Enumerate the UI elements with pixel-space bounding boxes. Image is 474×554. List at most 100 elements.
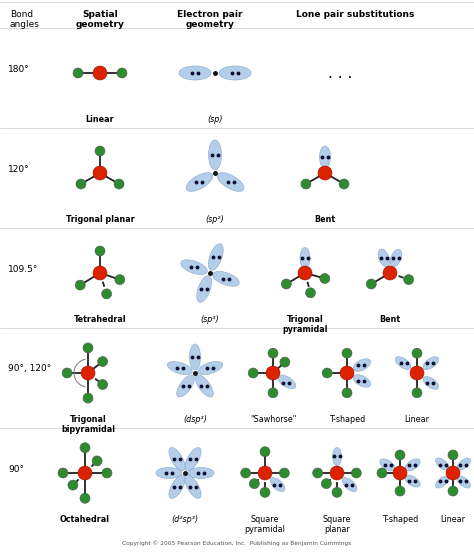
Text: Square
pyramidal: Square pyramidal — [245, 515, 285, 535]
Ellipse shape — [186, 173, 213, 191]
Ellipse shape — [342, 478, 357, 491]
Circle shape — [313, 468, 323, 478]
Circle shape — [115, 275, 125, 285]
Text: 109.5°: 109.5° — [8, 264, 38, 274]
Ellipse shape — [185, 475, 201, 499]
Text: Trigonal
pyramidal: Trigonal pyramidal — [282, 315, 328, 335]
Text: (sp²): (sp²) — [206, 215, 224, 224]
Circle shape — [117, 68, 127, 78]
Ellipse shape — [219, 66, 251, 80]
Text: Lone pair substitutions: Lone pair substitutions — [296, 10, 414, 19]
Circle shape — [75, 280, 85, 290]
Circle shape — [339, 179, 349, 189]
Circle shape — [95, 146, 105, 156]
Ellipse shape — [217, 173, 244, 191]
Circle shape — [318, 166, 332, 180]
Circle shape — [101, 289, 111, 299]
Circle shape — [102, 468, 112, 478]
Circle shape — [93, 66, 107, 80]
Circle shape — [62, 368, 72, 378]
Text: (dsp³): (dsp³) — [183, 415, 207, 424]
Circle shape — [330, 466, 344, 480]
Ellipse shape — [270, 478, 285, 491]
Circle shape — [281, 279, 292, 289]
Text: Trigonal planar: Trigonal planar — [65, 215, 134, 224]
Ellipse shape — [213, 271, 239, 286]
Ellipse shape — [405, 475, 420, 487]
Circle shape — [249, 479, 259, 489]
Text: Square
planar: Square planar — [323, 515, 351, 535]
Circle shape — [393, 466, 407, 480]
Circle shape — [410, 366, 424, 380]
Text: T-shaped: T-shaped — [329, 415, 365, 424]
Ellipse shape — [185, 448, 201, 471]
Ellipse shape — [380, 459, 395, 471]
Text: Tetrahedral: Tetrahedral — [73, 315, 126, 324]
Circle shape — [340, 366, 354, 380]
Ellipse shape — [390, 249, 402, 266]
Circle shape — [83, 343, 93, 353]
Ellipse shape — [395, 357, 411, 370]
Ellipse shape — [278, 375, 296, 389]
Circle shape — [332, 488, 342, 497]
Ellipse shape — [209, 244, 223, 270]
Circle shape — [404, 275, 414, 285]
Ellipse shape — [457, 476, 471, 488]
Circle shape — [248, 368, 258, 378]
Text: (sp³): (sp³) — [201, 315, 219, 324]
Ellipse shape — [300, 248, 310, 269]
Circle shape — [68, 480, 78, 490]
Ellipse shape — [197, 276, 211, 302]
Circle shape — [446, 466, 460, 480]
Circle shape — [95, 246, 105, 256]
Text: (d²sp³): (d²sp³) — [172, 515, 199, 524]
Text: "Sawhorse": "Sawhorse" — [250, 415, 296, 424]
Circle shape — [342, 388, 352, 398]
Text: 90°, 120°: 90°, 120° — [8, 365, 51, 373]
Ellipse shape — [436, 458, 449, 470]
Ellipse shape — [188, 468, 214, 479]
Text: Octahedral: Octahedral — [60, 515, 110, 524]
Circle shape — [279, 468, 289, 478]
Text: Linear: Linear — [86, 115, 114, 124]
Text: (sp): (sp) — [207, 115, 223, 124]
Circle shape — [81, 366, 95, 380]
Circle shape — [80, 443, 90, 453]
Ellipse shape — [332, 448, 341, 465]
Circle shape — [93, 166, 107, 180]
Ellipse shape — [167, 361, 192, 375]
Text: . . .: . . . — [328, 65, 352, 80]
Text: Spatial
geometry: Spatial geometry — [75, 10, 125, 29]
Text: T-shaped: T-shaped — [382, 515, 418, 524]
Text: Bent: Bent — [380, 315, 401, 324]
Text: Linear: Linear — [404, 415, 429, 424]
Circle shape — [268, 388, 278, 398]
Ellipse shape — [169, 475, 185, 499]
Circle shape — [448, 486, 458, 496]
Circle shape — [266, 366, 280, 380]
Ellipse shape — [353, 375, 371, 387]
Ellipse shape — [177, 375, 194, 397]
Circle shape — [448, 450, 458, 460]
Circle shape — [92, 456, 102, 466]
Text: 120°: 120° — [8, 165, 29, 173]
Ellipse shape — [169, 448, 185, 471]
Circle shape — [412, 348, 422, 358]
Text: Linear: Linear — [440, 515, 465, 524]
Ellipse shape — [378, 249, 390, 267]
Circle shape — [258, 466, 272, 480]
Circle shape — [268, 348, 278, 358]
Circle shape — [377, 468, 387, 478]
Circle shape — [73, 68, 83, 78]
Text: Electron pair
geometry: Electron pair geometry — [177, 10, 243, 29]
Ellipse shape — [198, 361, 223, 375]
Ellipse shape — [457, 458, 471, 470]
Circle shape — [76, 179, 86, 189]
Circle shape — [412, 388, 422, 398]
Ellipse shape — [319, 146, 330, 168]
Text: Bent: Bent — [314, 215, 336, 224]
Ellipse shape — [405, 459, 420, 471]
Text: Trigonal
bipyramidal: Trigonal bipyramidal — [61, 415, 115, 434]
Circle shape — [395, 486, 405, 496]
Ellipse shape — [353, 359, 371, 371]
